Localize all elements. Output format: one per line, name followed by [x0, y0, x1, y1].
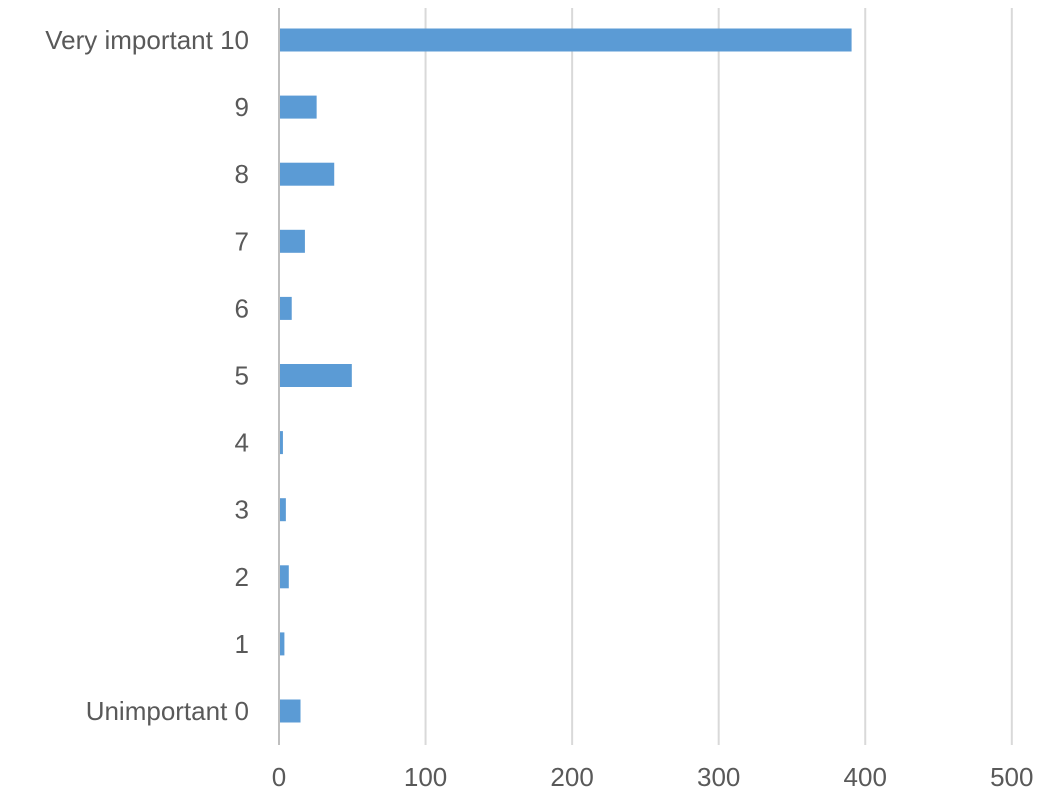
- x-tick-label: 0: [272, 762, 286, 792]
- category-label: Very important 10: [45, 25, 249, 55]
- bar: [280, 28, 852, 52]
- category-label: 9: [235, 92, 249, 122]
- category-label: 6: [235, 293, 249, 323]
- x-tick-label: 400: [844, 762, 887, 792]
- category-label: 5: [235, 361, 249, 391]
- category-label: 1: [235, 629, 249, 659]
- bar: [280, 95, 317, 119]
- bar: [280, 431, 283, 455]
- bar: [280, 229, 305, 253]
- bar: [280, 498, 286, 522]
- category-label: 7: [235, 226, 249, 256]
- x-tick-label: 500: [990, 762, 1033, 792]
- category-label: 8: [235, 159, 249, 189]
- bars: [280, 28, 852, 723]
- x-tick-label: 200: [550, 762, 593, 792]
- category-label: Unimportant 0: [86, 696, 249, 726]
- bar: [280, 699, 301, 723]
- x-tick-labels: 0 100 200 300 400 500: [272, 762, 1034, 792]
- category-labels: Unimportant 0 1 2 3 4 5 6 7 8 9 Very important 10: [45, 25, 249, 726]
- x-tick-label: 300: [697, 762, 740, 792]
- x-tick-label: 100: [404, 762, 447, 792]
- category-label: 4: [235, 428, 249, 458]
- category-label: 2: [235, 562, 249, 592]
- bar: [280, 632, 285, 656]
- bar: [280, 296, 292, 320]
- bar: [280, 364, 352, 387]
- category-label: 3: [235, 495, 249, 525]
- gridlines: [424, 8, 1013, 745]
- bar: [280, 162, 335, 186]
- bar: [280, 565, 289, 589]
